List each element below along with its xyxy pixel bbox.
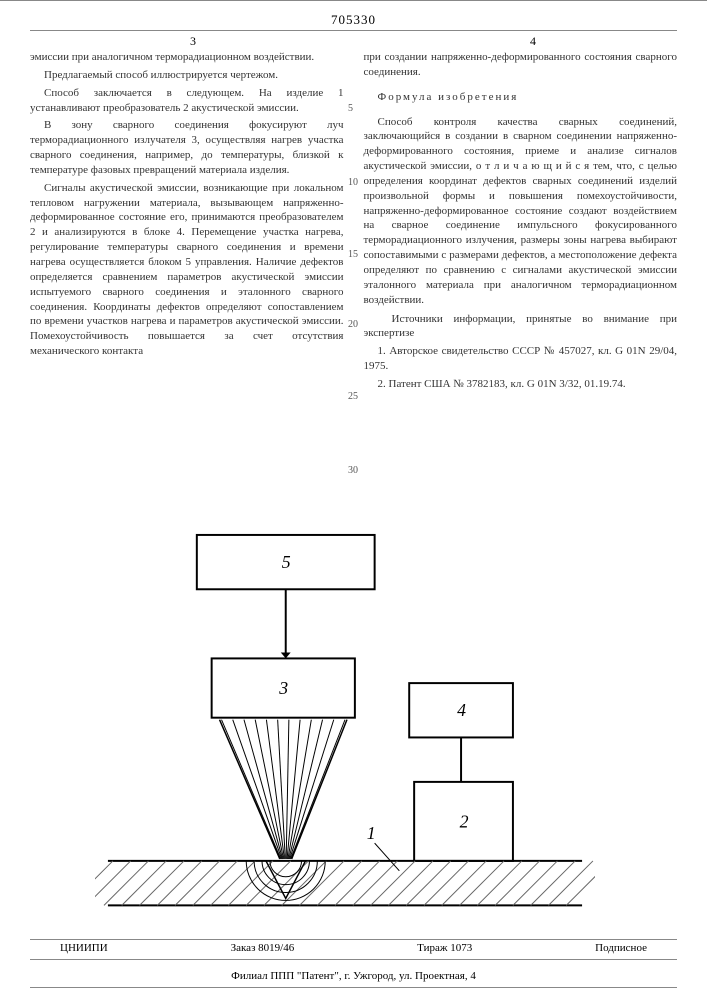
footer-rule-2 [30,959,677,960]
source-item: 2. Патент США № 3782183, кл. G 01N 3/32,… [364,377,678,392]
footer-order: Заказ 8019/46 [231,942,295,954]
right-column: при создании напряженно-деформированного… [364,50,678,395]
footer-org: ЦНИИПИ [60,942,108,954]
column-number-right: 4 [530,34,536,49]
svg-text:5: 5 [282,552,291,572]
svg-text:4: 4 [457,700,466,720]
header-rule [30,30,677,31]
paragraph: при создании напряженно-деформированного… [364,50,678,80]
paragraph: Способ заключается в следующем. На издел… [30,86,344,116]
text-columns: эмиссии при аналогичном терморадиационно… [30,50,677,395]
formula-title: Формула изобретения [364,90,678,105]
footer-tirazh: Тираж 1073 [417,942,472,954]
diagram-figure: 5 3 4 2 1 [95,530,595,935]
footer-rule-1 [30,939,677,940]
paragraph: Сигналы акустической эмиссии, возникающи… [30,181,344,359]
svg-text:2: 2 [460,811,469,831]
line-marker: 30 [348,466,358,476]
paragraph: В зону сварного соединения фокусируют лу… [30,118,344,177]
svg-text:3: 3 [278,678,288,698]
source-item: 1. Авторское свидетельство СССР № 457027… [364,344,678,374]
paragraph: Способ контроля качества сварных соедине… [364,115,678,308]
paragraph: Предлагаемый способ иллюстрируется черте… [30,68,344,83]
column-number-left: 3 [190,34,196,49]
svg-text:1: 1 [367,823,376,843]
footer-line-1: ЦНИИПИ Заказ 8019/46 Тираж 1073 Подписно… [30,942,677,954]
footer-sub: Подписное [595,942,647,954]
left-column: эмиссии при аналогичном терморадиационно… [30,50,344,395]
footer-rule-3 [30,987,677,988]
top-rule [0,0,707,1]
footer-address: Филиал ППП "Патент", г. Ужгород, ул. Про… [0,970,707,982]
sources-title: Источники информации, принятые во вниман… [364,312,678,342]
paragraph: эмиссии при аналогичном терморадиационно… [30,50,344,65]
document-number: 705330 [0,12,707,28]
page: 705330 3 4 5 10 15 20 25 30 эмиссии при … [0,0,707,1000]
